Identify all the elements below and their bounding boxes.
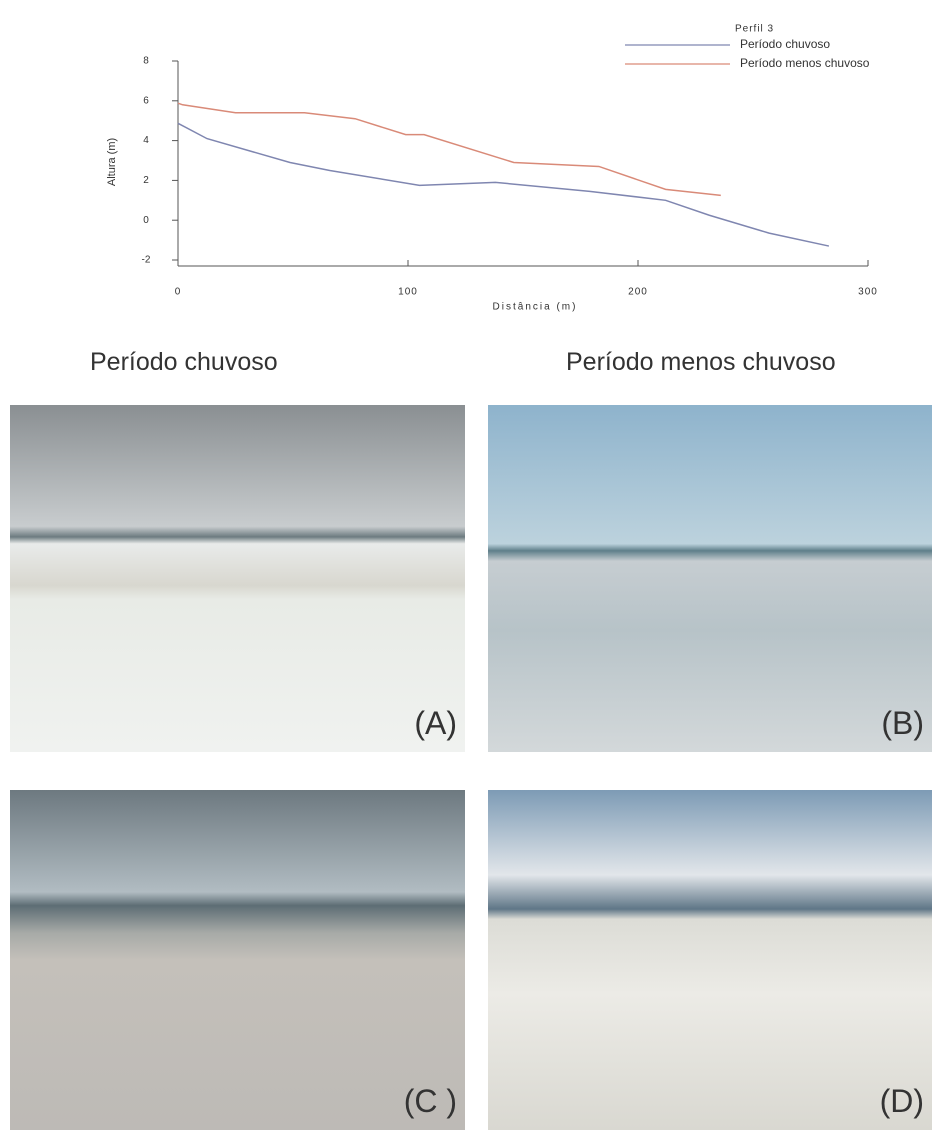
chart: Perfil 3 Distância (m) Altura (m) -2 0 2 4 6… bbox=[106, 24, 878, 313]
legend-label: Período chuvoso bbox=[740, 37, 830, 51]
photo-label: (A) bbox=[414, 705, 457, 741]
x-tick-label: 0 bbox=[175, 287, 182, 298]
legend-title: Perfil 3 bbox=[735, 24, 774, 35]
x-tick-label: 300 bbox=[858, 287, 878, 298]
y-tick-label: 4 bbox=[143, 135, 149, 146]
y-tick-label: 0 bbox=[143, 215, 149, 226]
y-tick-label: 8 bbox=[143, 56, 149, 67]
photo: (A) bbox=[10, 405, 465, 752]
photo: (D) bbox=[488, 790, 932, 1130]
photo: (B) bbox=[488, 405, 932, 752]
y-tick-label: -2 bbox=[142, 255, 151, 266]
photo-label: (D) bbox=[879, 1083, 924, 1119]
legend-label: Período menos chuvoso bbox=[740, 56, 870, 70]
series-line bbox=[177, 102, 721, 197]
y-tick-label: 6 bbox=[143, 95, 149, 106]
x-tick-label: 100 bbox=[398, 287, 418, 298]
y-axis-label: Altura (m) bbox=[106, 138, 118, 186]
photo-label: (C ) bbox=[403, 1083, 457, 1119]
x-tick-label: 200 bbox=[628, 287, 648, 298]
y-tick-label: 2 bbox=[143, 175, 149, 186]
heading: Período chuvoso bbox=[90, 348, 278, 376]
heading: Período menos chuvoso bbox=[566, 348, 836, 376]
photo-label: (B) bbox=[881, 705, 924, 741]
photo: (C ) bbox=[10, 790, 465, 1130]
series-line bbox=[177, 122, 830, 247]
x-axis-label: Distância (m) bbox=[493, 302, 578, 313]
